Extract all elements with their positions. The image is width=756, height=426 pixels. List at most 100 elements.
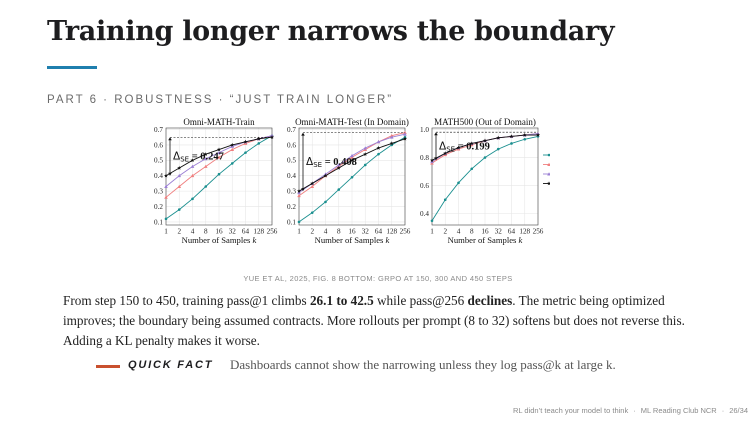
data-point — [164, 184, 168, 188]
data-point — [443, 151, 448, 155]
footer-talk-title: RL didn’t teach your model to think — [513, 406, 629, 415]
title-accent-bar — [47, 66, 97, 69]
chart-panel-3: 0.4 0.6 0.8 1.0 1 2 4 8 16 32 64 128 256 MATH500 (Out… — [420, 117, 544, 245]
x-tick-label: 16 — [348, 228, 356, 236]
x-tick-label: 4 — [457, 228, 461, 236]
data-point — [310, 184, 315, 188]
chart-title: MATH500 (Out of Domain) — [434, 117, 536, 127]
data-point — [403, 132, 407, 136]
x-tick-label: 1 — [430, 228, 434, 236]
y-tick-label: 0.4 — [420, 210, 429, 218]
quick-fact-marker — [96, 365, 120, 368]
footer-page-number: 26/34 — [729, 406, 748, 415]
chart-title: Omni-MATH-Test (In Domain) — [295, 117, 409, 127]
data-point — [523, 137, 527, 141]
data-point — [389, 135, 394, 139]
data-point — [469, 141, 474, 146]
data-point — [337, 188, 341, 191]
data-point — [363, 152, 368, 156]
data-point — [203, 164, 208, 168]
data-point — [509, 134, 514, 139]
data-point — [177, 184, 182, 188]
data-point — [190, 164, 195, 168]
x-tick-label: 2 — [443, 228, 447, 236]
y-tick-label: 0.4 — [287, 172, 296, 180]
y-tick-label: 0.4 — [154, 172, 163, 180]
data-point — [350, 175, 354, 179]
body-text-3: . The metric being optimized improves; t… — [63, 293, 685, 348]
data-point — [217, 147, 221, 152]
series-grpo-step450 — [297, 136, 407, 193]
series-qwen2-5-7b — [164, 134, 274, 221]
y-tick-label: 0.6 — [154, 141, 163, 149]
y-tick-label: 1.0 — [420, 126, 429, 134]
data-point — [496, 135, 501, 140]
x-tick-label: 32 — [229, 228, 237, 236]
data-point — [510, 142, 513, 145]
y-tick-label: 0.6 — [420, 182, 429, 190]
x-tick-label: 128 — [519, 228, 530, 236]
data-point — [177, 165, 182, 170]
y-tick-label: 0.2 — [287, 203, 296, 211]
figure-caption: YUE ET AL, 2025, FIG. 8 BOTTOM: GRPO AT … — [243, 274, 513, 283]
data-point — [389, 141, 394, 146]
x-tick-label: 32 — [495, 228, 503, 236]
x-axis-label: Number of Samples k — [315, 235, 390, 245]
x-axis-label: Number of Samples k — [448, 235, 523, 245]
data-point — [376, 145, 381, 150]
data-point — [470, 167, 474, 171]
footer-club-name: ML Reading Club NCR — [640, 406, 717, 415]
data-point — [363, 163, 367, 167]
data-point — [244, 151, 247, 154]
data-point — [430, 219, 434, 223]
data-point — [430, 159, 434, 164]
x-tick-label: 64 — [242, 228, 250, 236]
data-point — [297, 189, 301, 193]
data-point — [230, 147, 235, 151]
footer-separator: · — [633, 406, 636, 415]
data-point — [363, 146, 368, 150]
x-tick-label: 16 — [481, 228, 489, 236]
x-tick-label: 1 — [164, 228, 168, 236]
y-tick-label: 0.7 — [154, 126, 163, 134]
x-tick-label: 1 — [297, 228, 301, 236]
annotation-arrowhead-down — [168, 172, 172, 176]
data-point — [376, 140, 381, 144]
x-axis-label: Number of Samples k — [182, 235, 257, 245]
chart-panel-2: 0.1 0.2 0.3 0.4 0.5 0.6 0.7 1 2 4 8 16 32 64 128 256 Omn… — [287, 117, 411, 245]
data-point — [297, 193, 301, 198]
x-tick-label: 4 — [191, 228, 195, 236]
data-point — [350, 153, 354, 158]
series-qwen2-5-7b — [430, 135, 540, 223]
data-point — [164, 173, 168, 178]
y-tick-label: 0.7 — [287, 126, 296, 134]
data-point — [217, 155, 221, 159]
body-paragraph: From step 150 to 450, training pass@1 cl… — [63, 291, 703, 351]
x-tick-label: 64 — [508, 228, 516, 236]
data-point — [217, 172, 221, 176]
data-point — [536, 132, 540, 137]
x-tick-label: 8 — [470, 228, 474, 236]
data-point — [324, 200, 327, 204]
data-point — [203, 152, 208, 156]
series-grpo-step450 — [430, 132, 540, 163]
delta-annotation: ΔSE = 0.408 — [306, 156, 357, 169]
data-point — [336, 163, 341, 167]
data-point — [297, 220, 301, 224]
data-point — [377, 152, 380, 156]
legend-swatch-marker — [547, 153, 550, 157]
annotation-arrowhead-up — [434, 132, 438, 136]
x-tick-label: 128 — [253, 228, 264, 236]
data-point — [350, 158, 354, 163]
delta-annotation: ΔSE = 0.247 — [173, 150, 224, 163]
pass-at-k-figure: 0.10.20.30.40.50.60.71 2 4 8 16 32 64 128 256Omn… — [154, 117, 550, 245]
body-text-1: From step 150 to 450, training pass@1 cl… — [63, 293, 310, 308]
data-point — [256, 136, 261, 141]
quick-fact-text: Dashboards cannot show the narrowing unl… — [230, 357, 616, 372]
slide-title: Training longer narrows the boundary — [47, 16, 615, 47]
y-tick-label: 0.3 — [287, 188, 296, 196]
data-point — [204, 185, 208, 188]
x-tick-label: 32 — [362, 228, 370, 236]
x-tick-label: 8 — [337, 228, 341, 236]
section-kicker: PART 6 · ROBUSTNESS · “JUST TRAIN LONGER… — [47, 94, 394, 106]
